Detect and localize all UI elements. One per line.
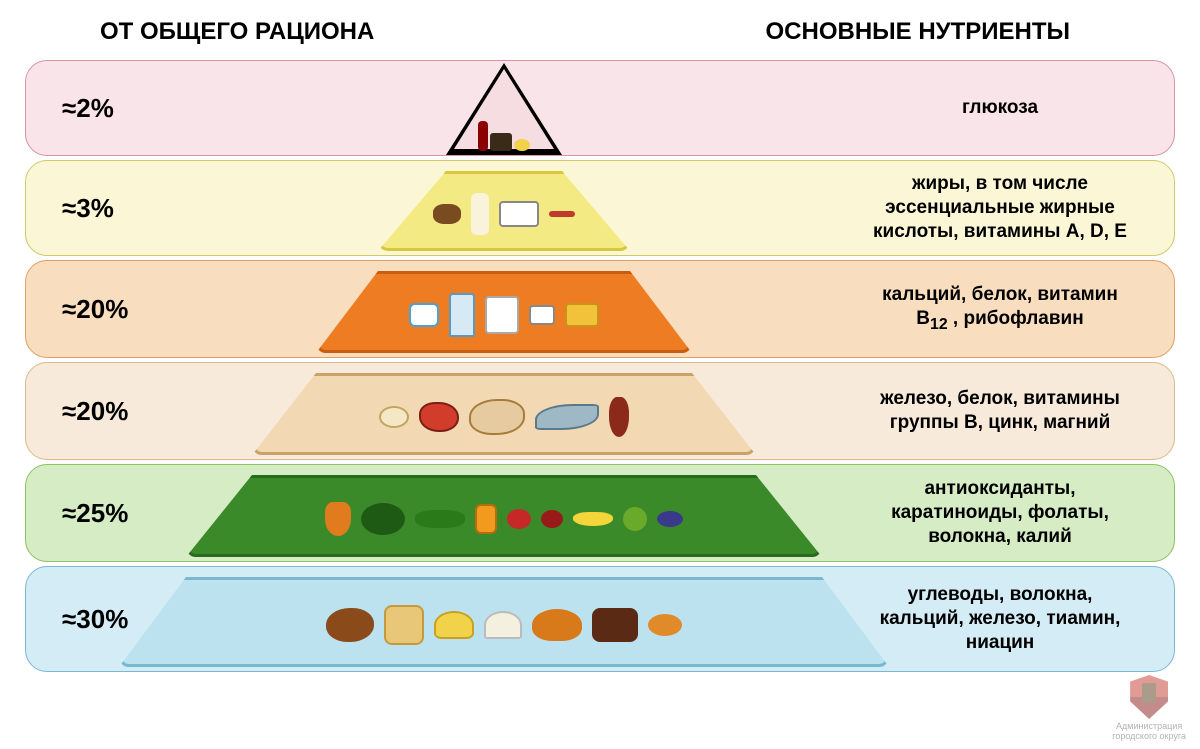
pyramid-step [119,577,889,667]
food-icon [499,201,539,227]
food-icon [532,609,582,641]
percent-label: ≈20% [44,294,164,325]
watermark-line1: Администрация [1112,721,1186,731]
pyramid-level-5: ≈25% антиоксиданты, каратиноиды, фолаты, … [25,464,1175,562]
pyramid-step [252,373,756,455]
pyramid-level-1: ≈2% глюкоза [25,60,1175,156]
food-icon [379,406,409,428]
food-icon [535,404,599,430]
coat-of-arms-icon [1130,675,1168,719]
percent-label: ≈2% [44,93,164,124]
food-icon [434,611,474,639]
food-icon [514,139,530,151]
nutrient-label: кальций, белок, витамин В12 , рибофлавин [844,283,1156,334]
pyramid-level-6: ≈30% углеводы, волокна, кальций, железо, … [25,566,1175,672]
nutrient-label: глюкоза [844,96,1156,120]
nutrient-label: жиры, в том числе эссенциальные жирные к… [844,172,1156,243]
food-icon [485,296,519,334]
pyramid-level-3: ≈20% кальций, белок, витамин В12 , рибофл… [25,260,1175,358]
food-icon [549,211,575,217]
watermark-line2: городского округа [1112,731,1186,741]
pyramid-step [186,475,822,557]
nutrient-label: антиоксиданты, каратиноиды, фолаты, воло… [844,477,1156,548]
food-icon [433,204,461,224]
food-icon [415,510,465,528]
food-icon [419,402,459,432]
food-icon [484,611,522,639]
food-icon [623,507,647,531]
pyramid-step [316,271,692,353]
nutrient-label: углеводы, волокна, кальций, железо, тиам… [844,583,1156,654]
food-icon [471,193,489,235]
food-icon [573,512,613,526]
header-right: ОСНОВНЫЕ НУТРИЕНТЫ [765,18,1070,46]
food-icon [325,502,351,536]
nutrient-label: железо, белок, витамины группы В, цинк, … [844,387,1156,435]
food-icon [469,399,525,435]
food-icon [326,608,374,642]
pyramid-level-4: ≈20% железо, белок, витамины группы В, ци… [25,362,1175,460]
header-row: ОТ ОБЩЕГО РАЦИОНА ОСНОВНЫЕ НУТРИЕНТЫ [0,0,1200,56]
food-icon [529,305,555,325]
food-icon [361,503,405,535]
food-icon [592,608,638,642]
food-pyramid: ≈2% глюкоза ≈3% жиры, в том числе эссенциал… [25,60,1175,672]
food-icon [507,509,531,529]
food-icon [565,303,599,327]
percent-label: ≈30% [44,604,164,635]
watermark: Администрация городского округа [1112,675,1186,741]
percent-label: ≈25% [44,498,164,529]
food-icon [609,397,629,437]
header-left: ОТ ОБЩЕГО РАЦИОНА [100,18,374,46]
food-icon [449,293,475,337]
food-icon [490,133,512,151]
food-icon [648,614,682,636]
pyramid-step [378,171,630,251]
percent-label: ≈20% [44,396,164,427]
food-icon [384,605,424,645]
food-icon [478,121,488,151]
food-icon [541,510,563,528]
food-icon [475,504,497,534]
percent-label: ≈3% [44,193,164,224]
pyramid-level-2: ≈3% жиры, в том числе эссенциальные жирны… [25,160,1175,256]
pyramid-apex [446,63,562,155]
food-icon [409,303,439,327]
food-icon [657,511,683,527]
